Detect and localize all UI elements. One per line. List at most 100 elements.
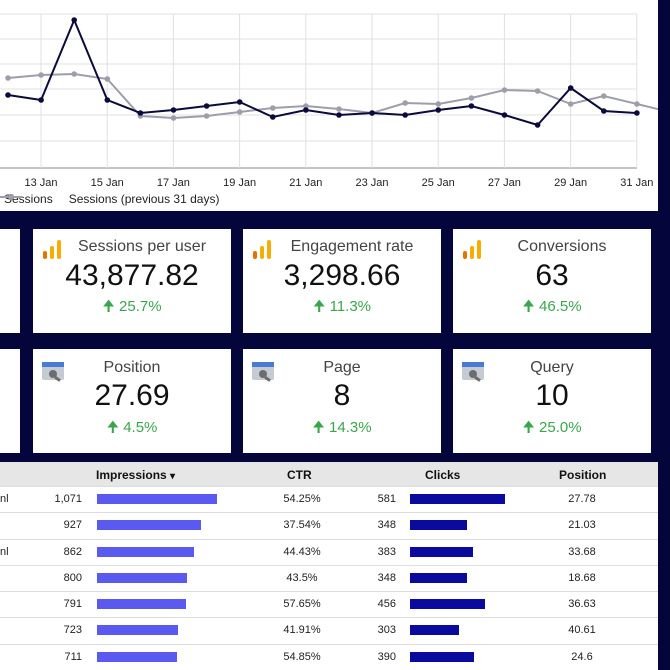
up-arrow-icon: 🠉 xyxy=(522,298,540,315)
row-position: 24.6 xyxy=(571,650,593,663)
row-position: 21.03 xyxy=(568,519,596,532)
table-row[interactable]: 800 43.5% 348 18.68 xyxy=(0,564,658,591)
card-value: 43,877.82 xyxy=(65,259,199,292)
header-clicks[interactable]: Clicks xyxy=(425,468,461,482)
card-conversions[interactable]: Conversions 63 🠉 46.5% xyxy=(453,229,651,333)
row-position: 40.61 xyxy=(568,624,596,637)
impressions-bar xyxy=(97,494,217,504)
data-point xyxy=(104,76,111,82)
data-point xyxy=(270,114,276,120)
table-row[interactable]: nl 1,071 54.25% 581 27.78 xyxy=(0,486,658,512)
row-clicks: 390 xyxy=(377,650,396,663)
impressions-bar xyxy=(97,520,201,531)
series-line xyxy=(7,17,637,127)
data-point xyxy=(601,93,607,99)
x-tick-label: 27 Jan xyxy=(488,177,521,189)
up-arrow-icon: 🠉 xyxy=(312,298,330,315)
clicks-bar xyxy=(410,546,473,557)
row-impressions: 791 xyxy=(63,598,82,611)
row-position: 18.68 xyxy=(568,571,596,584)
data-point xyxy=(38,72,44,78)
clicks-bar xyxy=(410,494,505,504)
data-point xyxy=(468,103,475,109)
row-ctr: 54.25% xyxy=(283,493,321,505)
row-impressions: 723 xyxy=(63,624,82,637)
card-query[interactable]: Query 10 🠉 25.0% xyxy=(453,349,651,453)
data-point xyxy=(402,100,409,106)
row-ctr: 57.65% xyxy=(283,598,321,611)
impressions-bar xyxy=(97,651,177,662)
card-label: Engagement rate xyxy=(290,238,414,255)
row-clicks: 348 xyxy=(377,519,396,532)
row-impressions: 927 xyxy=(63,519,82,532)
data-point xyxy=(203,103,210,109)
card-sessions-per-user[interactable]: Sessions per user 43,877.82 🠉 25.7% xyxy=(33,229,231,333)
card-label: Sessions per user xyxy=(77,238,207,255)
data-point xyxy=(38,97,44,103)
data-point xyxy=(170,115,177,121)
sort-desc-icon: ▾ xyxy=(170,471,176,482)
card-label: Position xyxy=(103,359,161,376)
card-delta: 🠉 4.5% xyxy=(106,419,158,436)
up-arrow-icon: 🠉 xyxy=(312,419,330,436)
x-tick-label: 31 Jan xyxy=(620,177,653,189)
table-row[interactable]: 927 37.54% 348 21.03 xyxy=(0,512,658,538)
data-point xyxy=(534,88,541,94)
data-point xyxy=(468,95,475,101)
data-point xyxy=(170,107,177,113)
sessions-line-chart: 13 Jan 15 Jan 17 Jan 19 Jan 21 Jan 23 Jan 25 J… xyxy=(0,13,658,189)
data-point xyxy=(270,105,276,111)
row-ctr: 37.54% xyxy=(283,519,321,532)
card-label: Query xyxy=(530,359,574,376)
row-page-cell: nl xyxy=(0,545,9,558)
search-console-icon xyxy=(42,362,64,382)
data-point xyxy=(303,103,309,109)
table-row[interactable]: 791 57.65% 456 36.63 xyxy=(0,591,658,617)
x-tick-label: 25 Jan xyxy=(422,177,455,189)
card-delta: 🠉 46.5% xyxy=(522,298,582,315)
table-row[interactable]: 711 54.85% 390 24.6 xyxy=(0,643,658,670)
table-row[interactable]: nl 862 44.43% 383 33.68 xyxy=(0,538,658,565)
table-row[interactable]: 723 41.91% 303 40.61 xyxy=(0,617,658,643)
x-tick-label: 17 Jan xyxy=(157,177,190,189)
row-impressions: 1,071 xyxy=(54,493,82,505)
row-clicks: 581 xyxy=(377,493,396,505)
card-engagement-rate[interactable]: Engagement rate 3,298.66 🠉 11.3% xyxy=(243,229,441,333)
header-ctr[interactable]: CTR xyxy=(287,468,312,482)
legend-item-previous[interactable]: Sessions (previous 31 days) xyxy=(0,192,219,206)
row-impressions: 800 xyxy=(63,571,82,584)
card-page[interactable]: Page 8 🠉 14.3% xyxy=(243,349,441,453)
row-clicks: 383 xyxy=(377,545,396,558)
card-value: 27.69 xyxy=(94,379,170,412)
pages-table: Impressions ▾ CTR Clicks Position nl 1,07… xyxy=(0,462,658,670)
impressions-bar xyxy=(97,625,178,636)
data-point xyxy=(236,109,243,115)
row-impressions: 862 xyxy=(63,545,82,558)
row-impressions: 711 xyxy=(64,650,82,663)
card-delta: 🠉 25.7% xyxy=(102,298,162,315)
card-delta: 🠉 14.3% xyxy=(312,419,372,436)
chart-legend: Sessions Sessions (previous 31 days) xyxy=(0,192,231,206)
card-delta: 🠉 11.3% xyxy=(312,298,371,315)
header-position[interactable]: Position xyxy=(559,468,607,482)
data-point xyxy=(501,87,508,93)
x-tick-label: 21 Jan xyxy=(289,177,322,189)
header-impressions[interactable]: Impressions ▾ xyxy=(96,468,176,482)
x-tick-label: 19 Jan xyxy=(223,177,256,189)
x-tick-label: 13 Jan xyxy=(24,177,57,189)
data-point xyxy=(203,113,210,119)
data-point xyxy=(634,110,640,116)
row-clicks: 456 xyxy=(377,598,396,611)
data-point xyxy=(5,75,11,81)
row-ctr: 44.43% xyxy=(283,545,321,558)
card-position[interactable]: Position 27.69 🠉 4.5% xyxy=(33,349,231,453)
table-body: nl 1,071 54.25% 581 27.78 927 37.54% 348 21.03 nl… xyxy=(0,486,658,670)
clicks-bar xyxy=(410,651,474,662)
x-tick-label: 23 Jan xyxy=(355,177,388,189)
legend-line-icon xyxy=(0,194,22,200)
row-clicks: 348 xyxy=(377,571,396,584)
impressions-bar xyxy=(97,572,187,583)
data-point xyxy=(402,112,409,118)
search-console-icon xyxy=(252,362,274,382)
data-point xyxy=(634,101,640,107)
